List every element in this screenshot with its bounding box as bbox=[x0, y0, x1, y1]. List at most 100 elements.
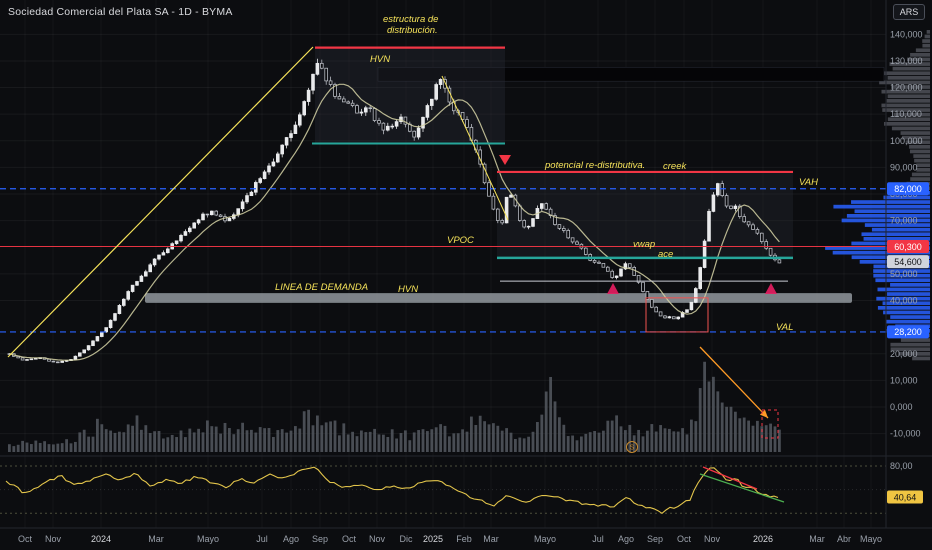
volume-bar bbox=[197, 428, 200, 452]
chart-annotation[interactable]: creek bbox=[663, 161, 687, 172]
volume-profile-bar bbox=[926, 30, 930, 34]
volume-bar bbox=[386, 436, 390, 452]
volume-layer bbox=[8, 361, 781, 452]
volume-bar bbox=[162, 438, 165, 452]
volume-bar bbox=[751, 425, 755, 452]
volume-bar bbox=[500, 430, 504, 452]
candle-body bbox=[337, 96, 342, 100]
volume-bar bbox=[346, 434, 350, 452]
price-badge-label: 54,600 bbox=[894, 257, 922, 267]
candle-body bbox=[566, 230, 570, 239]
volume-bar bbox=[566, 436, 570, 452]
candle-body bbox=[623, 263, 628, 270]
volume-bar bbox=[531, 431, 535, 452]
symbol-title[interactable]: Sociedad Comercial del Plata SA - 1D - B… bbox=[8, 6, 233, 18]
candle-body bbox=[597, 261, 601, 264]
volume-bar bbox=[175, 437, 178, 452]
volume-bar bbox=[773, 426, 777, 452]
candle-body bbox=[165, 248, 170, 254]
volume-profile-bar bbox=[854, 209, 930, 214]
volume-highlight-box[interactable] bbox=[761, 409, 779, 439]
volume-bar bbox=[448, 436, 451, 452]
candle-body bbox=[368, 107, 372, 110]
chart-annotation[interactable]: VAL bbox=[776, 322, 793, 333]
buy-signal-triangle[interactable] bbox=[607, 283, 619, 294]
price-badge-label: 82,000 bbox=[894, 184, 922, 194]
chart-annotation[interactable]: LINEA DE DEMANDA bbox=[275, 282, 368, 293]
chart-annotation[interactable]: ace bbox=[658, 249, 673, 260]
volume-bar bbox=[60, 443, 64, 452]
volume-bar bbox=[720, 402, 724, 452]
time-axis[interactable]: Oct Nov 2024 Mar Mayo Jul Ago Sep Oct Nov Dic 2025 F… bbox=[18, 534, 882, 544]
price-axis[interactable]: 140,000 130,000 120,000 110,000 100,000 90,00… bbox=[887, 29, 929, 504]
candle-body bbox=[187, 227, 192, 232]
candle-body bbox=[350, 102, 355, 106]
candle-body bbox=[174, 240, 179, 245]
candle-body bbox=[544, 203, 548, 210]
price-badge-label: 60,300 bbox=[894, 242, 922, 252]
volume-profile-bar bbox=[891, 85, 930, 89]
chart-annotation[interactable]: VPOC bbox=[447, 235, 474, 246]
buy-signal-triangle[interactable] bbox=[765, 283, 777, 294]
volume-profile-bar bbox=[887, 292, 930, 296]
volume-bar bbox=[571, 435, 574, 452]
sell-signal-triangle[interactable] bbox=[499, 155, 511, 165]
volume-bar bbox=[157, 430, 161, 452]
volume-bar bbox=[364, 432, 368, 452]
price-axis-label: -10,000 bbox=[890, 429, 921, 439]
rsi-divergence-line-green[interactable] bbox=[699, 473, 785, 503]
candle-body bbox=[34, 357, 38, 360]
volume-bar bbox=[25, 442, 29, 452]
time-axis-month-label: Oct bbox=[342, 534, 357, 544]
chart-annotation[interactable]: potencial re-distributiva. bbox=[544, 160, 645, 171]
candle-body bbox=[760, 232, 764, 243]
chart-annotation[interactable]: HVN bbox=[398, 284, 418, 295]
volume-bar bbox=[668, 428, 671, 452]
rsi-divergence-line-red[interactable] bbox=[702, 466, 758, 490]
candle-body bbox=[126, 291, 131, 300]
volume-bar bbox=[210, 426, 214, 452]
price-axis-label: 110,000 bbox=[890, 109, 922, 119]
candle-body bbox=[628, 263, 632, 268]
volume-bar bbox=[492, 423, 495, 452]
candle-body bbox=[306, 89, 311, 102]
uptrend-line[interactable] bbox=[7, 46, 314, 358]
candle-body bbox=[363, 107, 368, 113]
candle-body bbox=[614, 275, 619, 278]
chart-annotation[interactable]: HVN bbox=[370, 54, 390, 65]
volume-bar bbox=[756, 420, 759, 452]
accumulation-box[interactable] bbox=[645, 297, 709, 333]
volume-profile-bar bbox=[890, 347, 930, 352]
candle-body bbox=[385, 125, 390, 131]
volume-bar bbox=[232, 434, 236, 452]
volume-bar bbox=[769, 423, 772, 452]
chart-annotation[interactable]: VAH bbox=[799, 177, 818, 188]
chart-annotation[interactable]: estructura de bbox=[383, 14, 438, 25]
candle-body bbox=[768, 247, 773, 256]
volume-profile-bar bbox=[886, 319, 930, 324]
split-event-icon[interactable] bbox=[626, 441, 638, 453]
chart-annotation[interactable]: distribución. bbox=[387, 25, 438, 36]
volume-profile-bar bbox=[877, 287, 930, 292]
time-axis-year-label: 2025 bbox=[423, 534, 443, 544]
candle-body bbox=[429, 98, 434, 106]
volume-bar bbox=[351, 431, 354, 452]
volume-bar bbox=[698, 388, 702, 452]
volume-bar bbox=[74, 441, 77, 452]
volume-trend-arrow[interactable] bbox=[699, 346, 769, 419]
chart-annotation[interactable]: vwap bbox=[633, 239, 655, 250]
markdown-line[interactable] bbox=[441, 75, 509, 221]
volume-bar bbox=[553, 401, 557, 452]
volume-bar bbox=[236, 429, 240, 452]
candle-body bbox=[139, 275, 144, 282]
volume-profile-bar bbox=[887, 117, 930, 122]
volume-profile-bar bbox=[884, 122, 930, 126]
volume-bar bbox=[716, 391, 720, 452]
currency-button[interactable]: ARS bbox=[893, 4, 925, 20]
candle-body bbox=[143, 271, 148, 277]
candle-body bbox=[742, 216, 746, 223]
price-axis-label: 40,000 bbox=[890, 296, 918, 306]
volume-bar bbox=[250, 429, 253, 452]
